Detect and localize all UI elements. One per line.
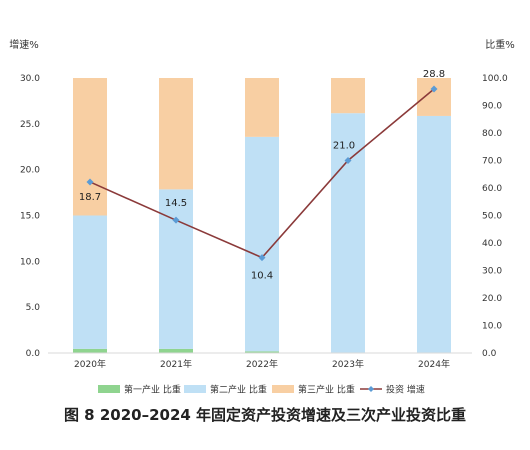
right-tick-label: 0.0 — [482, 349, 497, 359]
growth-data-label: 28.8 — [423, 69, 445, 80]
growth-point — [172, 216, 180, 224]
right-tick-label: 100.0 — [482, 74, 508, 84]
x-tick-label: 2021年 — [160, 358, 192, 370]
labels-layer: 18.7 14.5 10.4 21.0 28.8 — [79, 69, 445, 282]
bar-segment-2 — [159, 189, 193, 349]
legend-marker — [368, 386, 374, 392]
bar-segment-1 — [159, 348, 193, 353]
right-tick-label: 40.0 — [482, 239, 502, 249]
legend-swatch — [184, 385, 206, 393]
left-tick-label: 15.0 — [20, 212, 40, 222]
right-tick-label: 60.0 — [482, 184, 502, 194]
right-tick-label: 50.0 — [482, 212, 502, 222]
x-tick-label: 2020年 — [74, 358, 106, 370]
right-axis-label: 比重% — [485, 38, 515, 51]
legend: 第一产业 比重 第二产业 比重 第三产业 比重 投资 增速 — [98, 384, 425, 396]
growth-data-label: 14.5 — [165, 198, 187, 209]
growth-point — [344, 157, 352, 164]
legend-swatch — [98, 385, 120, 393]
bar-segment-1 — [73, 348, 107, 353]
bar-segment-2 — [417, 115, 451, 353]
left-tick-label: 30.0 — [20, 74, 40, 84]
left-tick-label: 0.0 — [26, 349, 41, 359]
x-tick-label: 2024年 — [418, 358, 450, 370]
bar-segment-3 — [417, 78, 451, 116]
legend-label: 第三产业 比重 — [298, 384, 355, 396]
left-axis-label: 增速% — [9, 38, 39, 51]
axis-layer: 增速% 比重% — [9, 38, 515, 354]
x-tick-labels: 2020年 2021年 2022年 2023年 2024年 — [74, 358, 450, 370]
growth-data-label: 21.0 — [333, 141, 355, 152]
bar-segment-3 — [73, 78, 107, 216]
bar-segment-3 — [159, 78, 193, 190]
bar-segment-2 — [73, 215, 107, 349]
growth-point — [430, 85, 438, 93]
bar-segment-2 — [331, 113, 365, 353]
right-tick-label: 10.0 — [482, 322, 502, 332]
legend-label: 第二产业 比重 — [210, 384, 267, 396]
x-tick-label: 2022年 — [246, 358, 278, 370]
bar-segment-3 — [331, 78, 365, 114]
bars-layer — [73, 78, 451, 353]
line-layer — [86, 85, 438, 262]
right-tick-label: 80.0 — [482, 129, 502, 139]
bar-segment-1 — [245, 351, 279, 353]
x-tick-label: 2023年 — [332, 358, 364, 370]
bar-segment-3 — [245, 78, 279, 137]
right-tick-label: 20.0 — [482, 294, 502, 304]
left-tick-label: 25.0 — [20, 120, 40, 130]
right-tick-label: 90.0 — [482, 102, 502, 112]
growth-point — [258, 254, 266, 262]
left-tick-label: 20.0 — [20, 166, 40, 176]
right-tick-labels: 0.0 10.0 20.0 30.0 40.0 50.0 60.0 70.0 80.0 90.0 1… — [482, 74, 508, 359]
legend-label: 第一产业 比重 — [124, 384, 181, 396]
left-tick-labels: 0.0 5.0 10.0 15.0 20.0 25.0 30.0 — [20, 74, 40, 359]
growth-data-label: 10.4 — [251, 271, 273, 282]
legend-label: 投资 增速 — [386, 384, 425, 396]
right-tick-label: 30.0 — [482, 267, 502, 277]
chart-title: 图 8 2020–2024 年固定资产投资增速及三次产业投资比重 — [64, 406, 466, 424]
legend-swatch — [272, 385, 294, 393]
growth-data-label: 18.7 — [79, 192, 101, 203]
growth-point — [86, 178, 94, 186]
right-tick-label: 70.0 — [482, 157, 502, 167]
left-tick-label: 5.0 — [26, 303, 41, 313]
left-tick-label: 10.0 — [20, 257, 40, 267]
